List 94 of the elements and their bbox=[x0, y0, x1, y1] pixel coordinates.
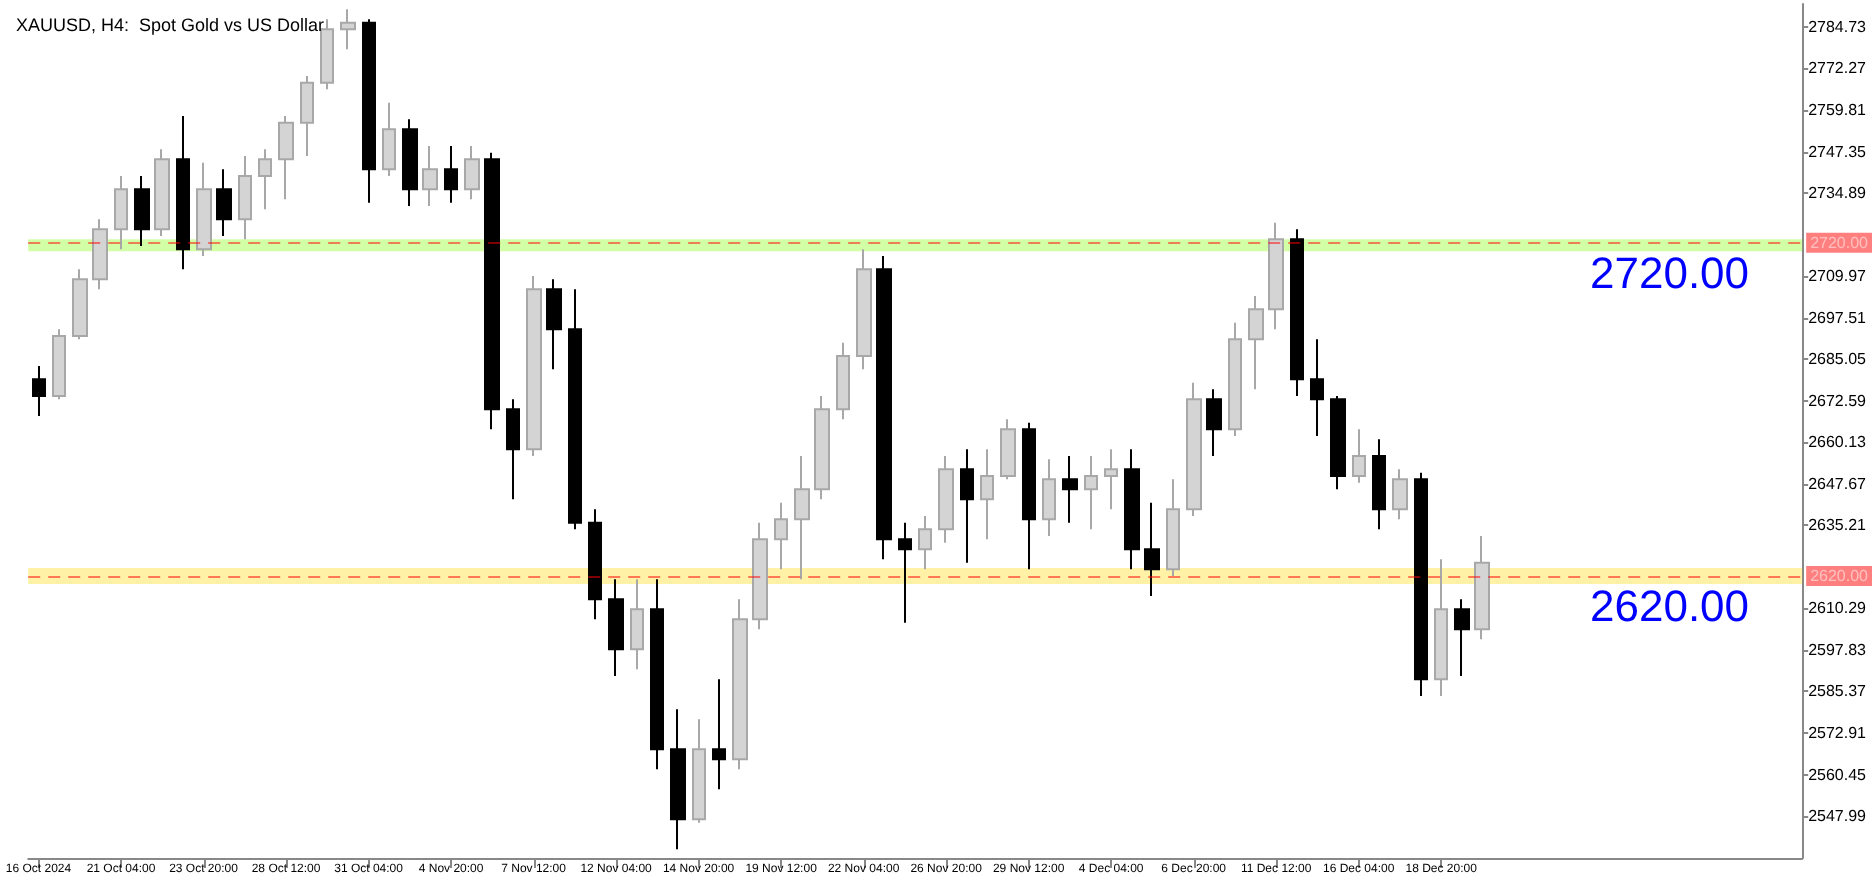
annotation: 2720.00 bbox=[1590, 247, 1750, 298]
candlestick bbox=[154, 148, 170, 237]
y-tick-label: 2759.81 bbox=[1808, 100, 1868, 119]
candlestick bbox=[568, 288, 582, 531]
candlestick bbox=[1474, 535, 1490, 641]
candlestick bbox=[1144, 501, 1160, 597]
candlestick bbox=[898, 521, 912, 624]
candlestick bbox=[752, 521, 768, 631]
candlestick bbox=[278, 115, 294, 201]
candlestick bbox=[320, 18, 334, 91]
candlestick bbox=[506, 398, 520, 501]
candlestick bbox=[1000, 418, 1016, 481]
text: XAUUSD, H4: Spot Gold vs US Dollar bbox=[16, 15, 325, 35]
candlestick bbox=[1248, 295, 1264, 391]
candlestick bbox=[238, 155, 252, 241]
candlestick bbox=[134, 175, 150, 247]
candlestick bbox=[960, 448, 974, 564]
candlestick bbox=[1372, 438, 1386, 531]
candlestick bbox=[630, 578, 644, 671]
candlestick bbox=[92, 218, 108, 291]
candlestick bbox=[1434, 558, 1448, 697]
y-tick-label: 2647.67 bbox=[1808, 474, 1868, 493]
y-tick-label: 2672.59 bbox=[1808, 391, 1868, 410]
candlestick bbox=[1104, 448, 1118, 511]
candlestick bbox=[650, 578, 664, 771]
candlestick bbox=[52, 328, 66, 401]
candlestick bbox=[876, 255, 892, 561]
candlestick bbox=[484, 151, 500, 431]
candlestick bbox=[464, 145, 480, 201]
ref-line-label: 2620.00 bbox=[1810, 567, 1870, 585]
y-tick-label: 2772.27 bbox=[1808, 59, 1868, 78]
candlestick bbox=[712, 678, 726, 791]
candlestick bbox=[1042, 458, 1056, 537]
y-tick-label: 2784.73 bbox=[1808, 17, 1868, 36]
candlestick bbox=[340, 8, 356, 51]
y-tick-label: 2610.29 bbox=[1808, 599, 1868, 618]
candlestick bbox=[1084, 455, 1098, 531]
candlestick bbox=[588, 508, 602, 621]
candlestick bbox=[670, 708, 686, 851]
candlestick bbox=[546, 278, 562, 371]
candlestick bbox=[856, 248, 872, 371]
y-tick-label: 2660.13 bbox=[1808, 433, 1868, 452]
candlestick bbox=[258, 148, 272, 211]
candlestick bbox=[32, 365, 46, 417]
candlestick bbox=[774, 501, 788, 571]
candlestick bbox=[608, 578, 624, 677]
candlestick bbox=[1206, 388, 1222, 457]
candlestick bbox=[1310, 338, 1324, 437]
candlestick bbox=[836, 341, 850, 421]
candlestick bbox=[526, 275, 542, 457]
y-tick-label: 2547.99 bbox=[1808, 807, 1868, 826]
annotation: 2620.00 bbox=[1590, 581, 1750, 631]
candlestick bbox=[938, 455, 954, 544]
candlestick bbox=[1124, 448, 1140, 571]
candlestick bbox=[1290, 228, 1304, 397]
candlestick bbox=[362, 18, 376, 204]
y-tick-label: 2685.05 bbox=[1808, 350, 1868, 369]
candlestick bbox=[1352, 428, 1366, 484]
candlestick bbox=[918, 515, 932, 571]
candlestick bbox=[794, 455, 810, 581]
candlestick bbox=[1022, 421, 1036, 571]
candlestick bbox=[1062, 455, 1078, 524]
candlestick bbox=[1228, 321, 1242, 437]
candlestick bbox=[72, 268, 88, 341]
y-tick-label: 2585.37 bbox=[1808, 682, 1868, 701]
candlestick bbox=[1414, 471, 1428, 697]
y-tick-label: 2697.51 bbox=[1808, 308, 1868, 327]
ref-line-label: 2720.00 bbox=[1810, 233, 1870, 252]
candlestick bbox=[216, 168, 232, 237]
y-tick-label: 2635.21 bbox=[1808, 516, 1868, 535]
candlestick bbox=[176, 115, 190, 271]
y-tick-label: 2734.89 bbox=[1808, 184, 1868, 203]
candlestick bbox=[692, 718, 706, 824]
y-tick-label: 2560.45 bbox=[1808, 765, 1868, 784]
candlestick bbox=[402, 118, 418, 207]
candlestick bbox=[196, 161, 212, 257]
candlestick bbox=[1186, 381, 1202, 517]
candlestick bbox=[114, 175, 128, 251]
candlestick bbox=[1454, 598, 1470, 677]
candlestick bbox=[422, 145, 438, 207]
candlestick bbox=[980, 448, 994, 541]
y-tick-label: 2709.97 bbox=[1808, 267, 1868, 286]
candlestick bbox=[1392, 468, 1408, 521]
y-tick-label: 2572.91 bbox=[1808, 723, 1868, 742]
candlestick bbox=[1268, 221, 1284, 331]
candlestick bbox=[732, 598, 748, 771]
candlestick bbox=[1330, 395, 1346, 491]
candlestick bbox=[814, 395, 830, 501]
y-tick-label: 2747.35 bbox=[1808, 142, 1868, 161]
candlestick bbox=[1166, 478, 1180, 577]
candlestick bbox=[300, 75, 314, 157]
y-tick-label: 2597.83 bbox=[1808, 640, 1868, 659]
candlestick bbox=[444, 145, 458, 204]
candlestick bbox=[382, 101, 396, 177]
